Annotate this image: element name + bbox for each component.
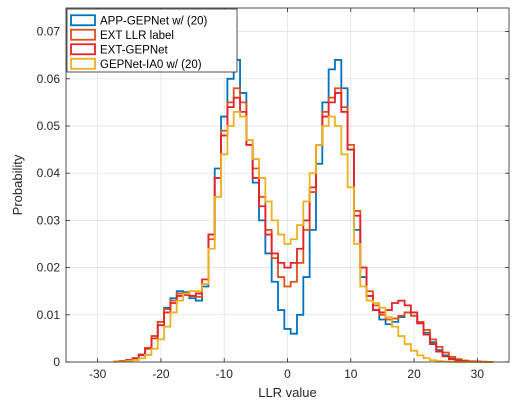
legend-swatch-1 xyxy=(70,28,96,41)
x-tick-label-6: 30 xyxy=(471,367,485,381)
x-tick-label-4: 10 xyxy=(344,367,358,381)
legend-label-2: EXT-GEPNet xyxy=(100,44,169,56)
legend-swatch-3 xyxy=(70,57,96,70)
x-tick-label-2: -10 xyxy=(216,367,234,381)
legend-swatch-0 xyxy=(70,14,96,27)
x-axis-label: LLR value xyxy=(258,385,317,400)
x-tick-label-5: 20 xyxy=(407,367,421,381)
tick-labels: -30 -20 -10 0 10 20 30 0 0.01 0.02 0.03 0.04 0.05 0.0… xyxy=(37,25,485,381)
x-tick-label-3: 0 xyxy=(284,367,291,381)
x-tick-label-1: -20 xyxy=(152,367,170,381)
legend-swatch-2 xyxy=(70,43,96,56)
y-tick-label-7: 0.07 xyxy=(37,25,61,39)
y-tick-label-0: 0 xyxy=(53,355,60,369)
y-tick-label-3: 0.03 xyxy=(37,213,61,227)
legend-label-3: GEPNet-IA0 w/ (20) xyxy=(100,59,202,71)
y-tick-label-6: 0.06 xyxy=(37,72,61,86)
y-tick-label-4: 0.04 xyxy=(37,166,61,180)
series-line-2 xyxy=(113,92,494,363)
legend: APP-GEPNet w/ (20) EXT LLR label EXT-GEPNe… xyxy=(66,8,238,73)
series-line-3 xyxy=(113,110,494,363)
x-tick-label-0: -30 xyxy=(89,367,107,381)
y-axis-label: Probability xyxy=(10,154,25,215)
series-group xyxy=(113,59,494,363)
y-tick-label-1: 0.01 xyxy=(37,308,61,322)
legend-label-0: APP-GEPNet w/ (20) xyxy=(100,15,208,27)
y-tick-label-5: 0.05 xyxy=(37,119,61,133)
legend-label-1: EXT LLR label xyxy=(100,30,174,42)
y-tick-label-2: 0.02 xyxy=(37,261,61,275)
